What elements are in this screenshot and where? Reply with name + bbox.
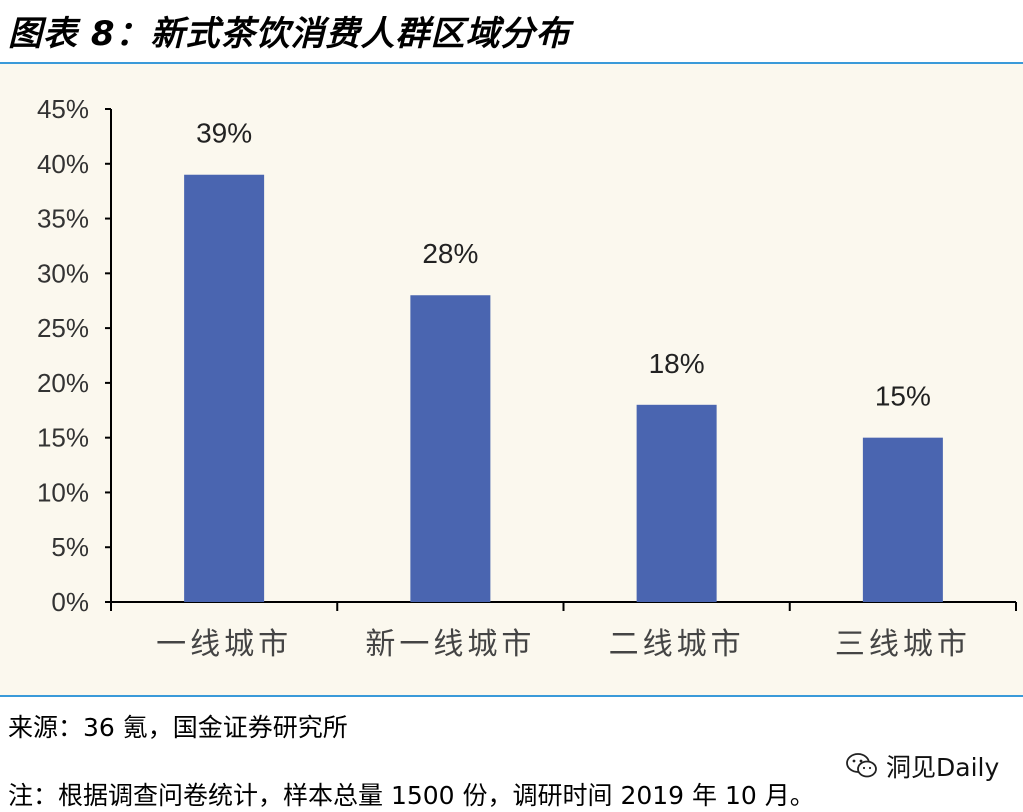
data-label: 39% xyxy=(196,118,252,149)
y-tick-label: 15% xyxy=(37,423,89,453)
wechat-icon xyxy=(846,753,877,778)
data-label: 18% xyxy=(649,348,705,379)
y-tick-label: 40% xyxy=(37,149,89,179)
chart-panel xyxy=(0,64,1023,695)
bar xyxy=(862,437,943,602)
y-tick-label: 30% xyxy=(37,258,89,288)
watermark-text: 洞见Daily xyxy=(886,753,1000,782)
category-label: 新一线城市 xyxy=(365,627,535,662)
y-tick-label: 35% xyxy=(37,204,89,234)
category-label: 三线城市 xyxy=(835,627,971,662)
data-label: 15% xyxy=(875,381,931,412)
y-tick-label: 10% xyxy=(37,477,89,507)
y-tick-label: 25% xyxy=(37,313,89,343)
category-label: 一线城市 xyxy=(156,627,292,662)
watermark: 洞见Daily xyxy=(846,748,999,784)
top-divider xyxy=(0,62,1023,64)
bar-chart: 0% 5% 10% 15% 20% 25% 30% 35% 40% 45% 39% 一线城市 28% 新一… xyxy=(37,94,1017,662)
y-tick-label: 20% xyxy=(37,368,89,398)
bar xyxy=(184,174,265,602)
y-tick-label: 5% xyxy=(51,532,89,562)
data-label: 28% xyxy=(422,238,478,269)
footnote: 注：根据调查问卷统计，样本总量 1500 份，调研时间 2019 年 10 月。 xyxy=(8,781,815,810)
y-tick-label: 45% xyxy=(37,94,89,124)
category-label: 二线城市 xyxy=(609,627,745,662)
bar xyxy=(636,404,717,602)
bottom-divider xyxy=(0,695,1023,697)
y-tick-label: 0% xyxy=(51,587,89,617)
source-note: 来源：36 氪，国金证券研究所 xyxy=(8,713,348,742)
figure-title: 图表 8：新式茶饮消费人群区域分布 xyxy=(8,14,571,54)
bar xyxy=(410,295,491,602)
